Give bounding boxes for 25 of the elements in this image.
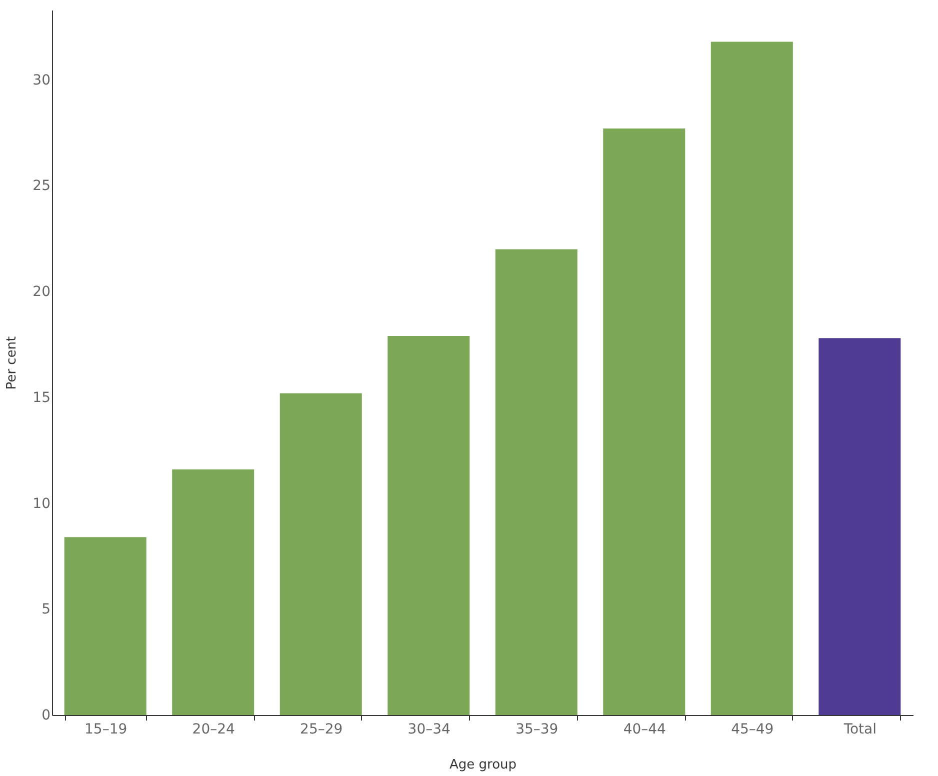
- y-tick-label: 20: [32, 284, 50, 300]
- bar: [603, 128, 686, 715]
- x-tick-label: 30–34: [408, 722, 451, 738]
- y-tick-label: 5: [42, 602, 50, 618]
- x-tick-label: 20–24: [192, 722, 235, 738]
- y-tick-label: 30: [32, 72, 50, 88]
- bar: [388, 336, 470, 715]
- x-tick-label: 15–19: [84, 722, 128, 738]
- x-tick-label: 40–44: [623, 722, 666, 738]
- x-tick-label: Total: [842, 722, 877, 738]
- y-tick-label: 15: [32, 390, 50, 406]
- x-tick-label: 35–39: [516, 722, 558, 738]
- bar: [710, 42, 793, 715]
- bar: [495, 249, 578, 715]
- x-tick-label: 25–29: [300, 722, 343, 738]
- y-tick-label: 0: [42, 708, 50, 724]
- bar: [64, 537, 146, 715]
- bar: [280, 393, 362, 715]
- y-tick-label: 25: [32, 178, 50, 194]
- x-axis-title: Age group: [449, 758, 517, 772]
- bar: [818, 338, 901, 715]
- y-tick-label: 10: [32, 496, 50, 512]
- bar: [172, 469, 254, 715]
- x-tick-label: 45–49: [731, 722, 774, 738]
- y-axis-title: Per cent: [4, 336, 20, 390]
